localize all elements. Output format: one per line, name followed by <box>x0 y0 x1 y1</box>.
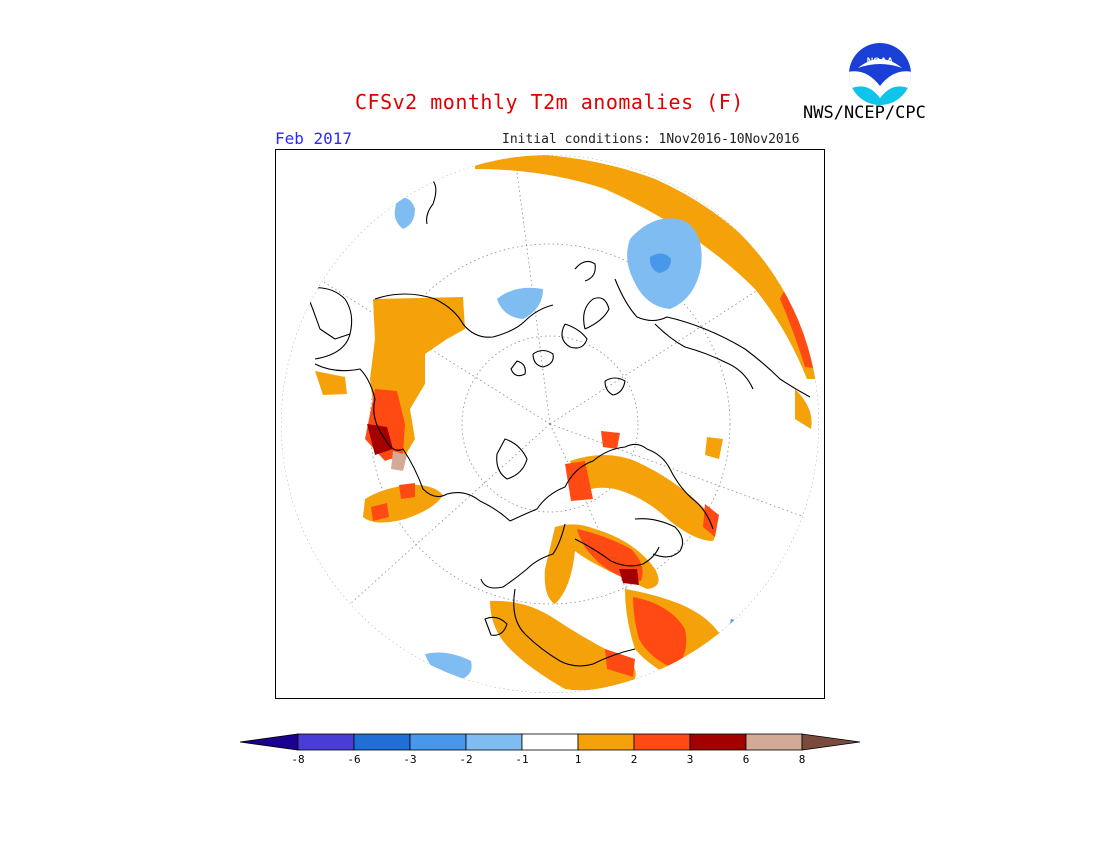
polar-map <box>275 149 825 699</box>
cbar-m8-m6 <box>297 733 355 751</box>
noaa-logo-text: NOAA <box>867 56 894 66</box>
cbar-below-m8 <box>239 733 299 751</box>
shade-p7 <box>367 424 393 455</box>
cbar-6-8 <box>745 733 803 751</box>
initial-conditions: Initial conditions: 1Nov2016-10Nov2016 <box>502 132 800 147</box>
shade-p18 <box>577 529 643 581</box>
shade-p11 <box>399 483 415 499</box>
shade-p5 <box>315 371 347 395</box>
cbar-tick-label: -1 <box>515 753 529 766</box>
cbar-m6-m3 <box>353 733 411 751</box>
cbar-m1-1 <box>521 733 579 751</box>
forecast-month: Feb 2017 <box>275 129 353 148</box>
shade-p22 <box>490 600 636 691</box>
cbar-tick-label: 1 <box>574 753 582 766</box>
cbar-m2-m1 <box>465 733 523 751</box>
shade-p16 <box>703 504 719 537</box>
cbar-3-6 <box>689 733 747 751</box>
cbar-tick-label: 2 <box>630 753 638 766</box>
shade-p8 <box>391 451 407 471</box>
shade-b3 <box>649 253 671 273</box>
shade-p21 <box>633 597 687 669</box>
shade-b5 <box>425 652 472 681</box>
shade-p12 <box>570 455 716 541</box>
shade-p1 <box>475 155 819 379</box>
shade-b1 <box>394 197 415 229</box>
anomaly-shading <box>315 155 819 691</box>
cbar-1-2 <box>577 733 635 751</box>
noaa-logo: NOAA <box>849 43 911 105</box>
map-content <box>281 155 819 693</box>
cbar-tick-label: -8 <box>291 753 305 766</box>
cbar-tick-label: 8 <box>798 753 806 766</box>
shade-p3 <box>795 389 812 429</box>
cbar-above-8 <box>801 733 861 751</box>
shade-p13 <box>565 461 593 501</box>
shade-b4 <box>497 287 543 319</box>
cbar-tick-label: -6 <box>347 753 361 766</box>
shade-p14 <box>601 431 620 449</box>
cbar-m3-m2 <box>409 733 467 751</box>
colorbar <box>239 733 861 751</box>
agency-label: NWS/NCEP/CPC <box>803 103 926 123</box>
shade-p10 <box>371 503 389 521</box>
map-title: CFSv2 monthly T2m anomalies (F) <box>355 90 744 114</box>
cbar-tick-label: 6 <box>742 753 750 766</box>
shade-p15 <box>705 437 723 459</box>
cbar-tick-label: -2 <box>459 753 473 766</box>
cbar-tick-label: 3 <box>686 753 694 766</box>
cbar-2-3 <box>633 733 691 751</box>
shade-p19 <box>619 569 639 585</box>
cbar-tick-label: -3 <box>403 753 417 766</box>
